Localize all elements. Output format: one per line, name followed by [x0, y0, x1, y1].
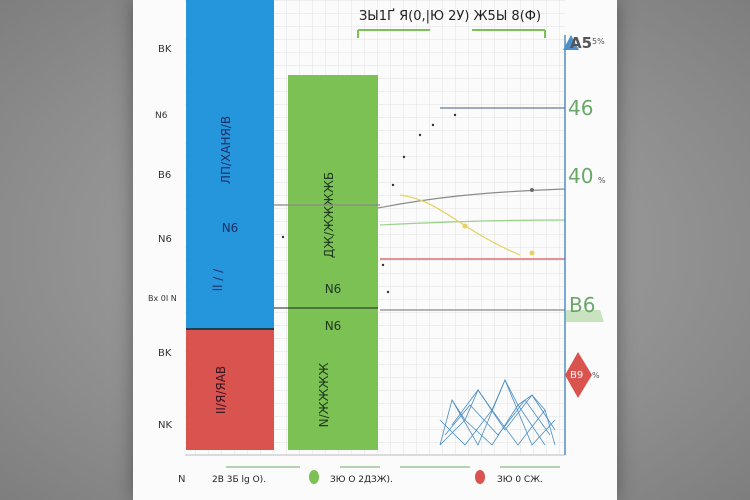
bar-green-mid-label: N6	[325, 282, 342, 296]
legend-item-2: ЗЮ О 2ДЗЖ).	[330, 475, 393, 485]
bar-blue-mid-label: N6	[222, 221, 239, 235]
legend-item-1: 2В 3Б lg О).	[212, 475, 266, 485]
bar-blue-label: ЛП/ХАНЯ/В	[219, 116, 233, 184]
marker-yellow	[529, 250, 535, 256]
lattice-network	[439, 378, 556, 446]
left-tick-6: NK	[158, 420, 172, 431]
chart-title: ЗЫ1Ґ Я(0,|Ю 2У) Ж5Ы 8(Ф)	[359, 9, 541, 24]
right-tick-3: B6	[569, 293, 595, 317]
bar-blue	[186, 0, 274, 330]
right-tick-4: B9	[570, 370, 583, 381]
right-tick-0: A5	[570, 34, 592, 52]
bar-green-label: ДЖ/ЖЖЖЖБ	[322, 172, 336, 258]
left-tick-0: BK	[158, 44, 172, 55]
legend-item-3: ЗЮ 0 СЖ.	[497, 475, 543, 485]
bar-blue-low-label: ll / /	[211, 268, 225, 291]
bar-red-label: II/Я/ЯАВ	[214, 366, 228, 414]
bar-red	[186, 330, 274, 450]
right-tick-2: 40	[568, 164, 593, 188]
legend-swatch-red	[475, 470, 485, 484]
right-tick-4-diamond	[565, 352, 592, 398]
marker-yellow-2	[462, 223, 468, 229]
right-tick-2-small: %	[598, 176, 606, 185]
left-tick-1: N6	[155, 111, 168, 121]
right-tick-3-highlight	[566, 310, 604, 322]
line-gray-upper	[377, 188, 566, 209]
right-tick-0-small: 5%	[592, 37, 605, 46]
right-axis-arrow	[563, 35, 579, 50]
line-green	[379, 219, 566, 226]
legend-swatch-green	[309, 470, 319, 484]
bar-green	[288, 75, 378, 450]
right-tick-1: 46	[568, 96, 593, 120]
dotted-curve	[281, 113, 457, 294]
left-tick-4: Bx 0I N	[148, 294, 177, 303]
bar-green-low-label: N/ЖЖЖЖ	[317, 363, 331, 428]
left-tick-5: BK	[158, 348, 172, 359]
legend-prefix: N	[178, 474, 185, 485]
left-tick-3: N6	[158, 234, 172, 245]
line-yellow	[399, 194, 521, 256]
bar-green-mid2-label: N6	[325, 319, 342, 333]
marker-gray	[530, 188, 534, 192]
left-tick-2: B6	[158, 170, 171, 181]
right-tick-4-small: %	[592, 371, 600, 380]
